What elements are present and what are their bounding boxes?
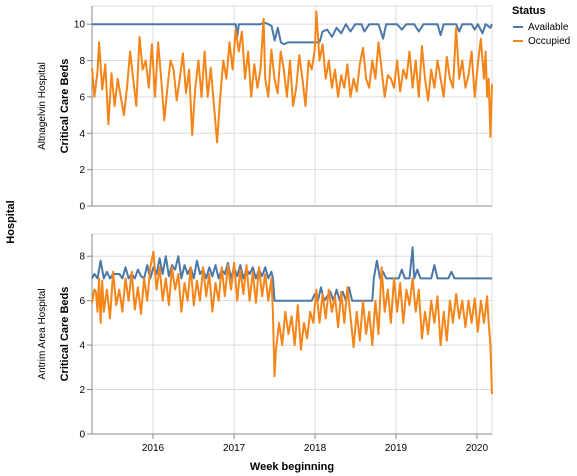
- legend-label-occupied: Occupied: [528, 36, 570, 47]
- series-layer: [91, 10, 493, 395]
- y-tick-label: 6: [79, 92, 85, 103]
- legend-label-available: Available: [528, 22, 569, 33]
- series-line-occupied: [91, 10, 493, 144]
- series-line-available: [92, 21, 493, 46]
- y-tick-label: 10: [74, 20, 86, 31]
- y-tick-label: 8: [79, 252, 85, 263]
- y-tick-label: 2: [79, 385, 85, 396]
- y-tick-label: 0: [79, 202, 85, 213]
- x-tick-label: 2017: [223, 443, 246, 454]
- y-tick-label: 6: [79, 296, 85, 307]
- series-line-occupied: [91, 250, 493, 395]
- x-tick-label: 2018: [304, 443, 327, 454]
- facet-label: Antrim Area Hospital: [37, 288, 48, 379]
- labels-layer: 0 2 4 6 8 10 Critical Care Beds Altnagelvin Hos…: [37, 20, 488, 454]
- series-line-available: [91, 246, 492, 302]
- y-axis-title: Critical Care Beds: [59, 59, 71, 154]
- x-tick-label: 2020: [466, 443, 489, 454]
- x-tick-label: 2016: [142, 443, 165, 454]
- y-tick-label: 0: [79, 430, 85, 441]
- legend-item-available: Available: [513, 22, 569, 33]
- facet-label: Altnagelvin Hospital: [37, 62, 48, 150]
- legend: Status Available Occupied: [512, 5, 570, 47]
- y-tick-label: 4: [79, 129, 85, 140]
- plot-frame: [91, 5, 493, 207]
- y-tick-label: 4: [79, 341, 85, 352]
- x-axis-title: Week beginning: [250, 461, 334, 473]
- row-title: Hospital: [5, 200, 17, 243]
- x-tick-label: 2019: [385, 443, 408, 454]
- plot-frame: [91, 233, 493, 435]
- axes-layer: [87, 6, 492, 439]
- legend-title: Status: [512, 5, 546, 17]
- y-axis-title: Critical Care Beds: [59, 287, 71, 382]
- y-tick-label: 8: [79, 56, 85, 67]
- y-tick-label: 2: [79, 165, 85, 176]
- legend-item-occupied: Occupied: [513, 36, 570, 47]
